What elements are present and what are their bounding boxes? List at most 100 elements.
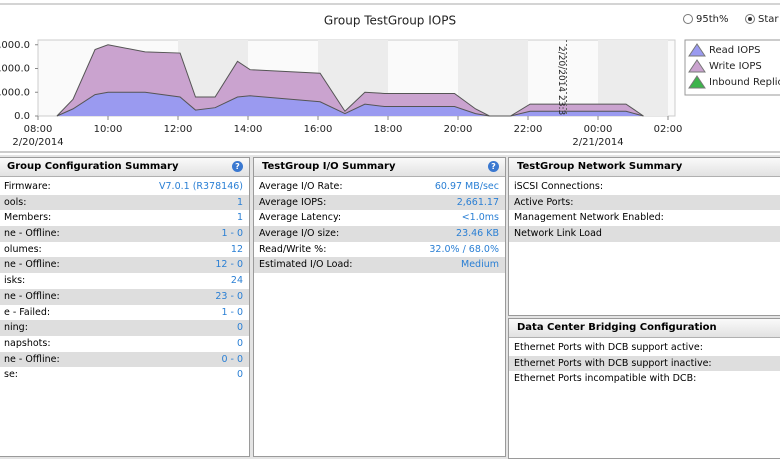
panel-title: Data Center Bridging Configuration: [509, 319, 780, 338]
radio-label: 95th%: [696, 14, 729, 25]
row: ne - Offline: 12 - 0: [0, 257, 249, 274]
row: iSCSI Connections:: [509, 179, 780, 195]
marker-label: 2/20/2014 23:3: [556, 46, 566, 115]
panel: TestGroup Network Summary iSCSI Connectio…: [508, 157, 780, 316]
row: se: 0: [0, 367, 249, 383]
area: [56, 44, 644, 117]
row-value: 0: [236, 322, 243, 334]
row-value: 32.0% / 68.0%: [429, 243, 499, 255]
x-tick-label: 12:00: [164, 124, 193, 135]
help-icon[interactable]: ?: [488, 161, 499, 172]
row-label: ne - Offline:: [4, 290, 60, 302]
row: ne - Offline: 0 - 0: [0, 351, 249, 368]
panel-body: Ethernet Ports with DCB support active: E…: [509, 338, 780, 387]
row: Ethernet Ports incompatible with DCB:: [509, 371, 780, 387]
y-tick-label: ,000.0: [0, 40, 30, 51]
row: Members: 1: [0, 210, 249, 226]
chart-title: Group TestGroup IOPS: [324, 14, 456, 28]
row: ne - Offline: 23 - 0: [0, 288, 249, 305]
row-value: V7.0.1 (R378146): [159, 181, 243, 192]
row-label: Management Network Enabled:: [514, 212, 664, 224]
panel-title: Group Configuration Summary?: [0, 158, 249, 177]
row-value: <1.0ms: [461, 212, 499, 224]
radio[interactable]: [683, 14, 693, 24]
panel-title: TestGroup Network Summary: [509, 158, 780, 177]
panel: Group Configuration Summary? Firmware: V7.…: [0, 157, 250, 457]
row: Estimated I/O Load: Medium: [254, 257, 505, 274]
row-value: 23.46 KB: [456, 228, 499, 240]
row-value: 2,661.17: [456, 196, 499, 208]
radio-label: Star: [758, 14, 779, 25]
row: Firmware: V7.0.1 (R378146): [0, 179, 249, 195]
row: napshots: 0: [0, 336, 249, 352]
row: ning: 0: [0, 320, 249, 336]
row-label: ne - Offline:: [4, 353, 60, 365]
row: ne - Offline: 1 - 0: [0, 226, 249, 242]
legend-icon: [688, 43, 706, 57]
panel-title-text: TestGroup I/O Summary: [262, 161, 396, 172]
row-label: Average I/O size:: [259, 228, 340, 240]
panel-title-text: Data Center Bridging Configuration: [517, 322, 717, 333]
row: Network Link Load: [509, 226, 780, 242]
row-label: Active Ports:: [514, 196, 574, 208]
row-label: Average IOPS:: [259, 196, 327, 208]
help-icon[interactable]: ?: [232, 161, 243, 172]
panel-body: Average I/O Rate: 60.97 MB/sec Average IOP…: [254, 177, 505, 274]
x-tick-label: 10:00: [94, 124, 123, 135]
row-value: 12: [230, 243, 243, 255]
x-tick-label: 08:00: [24, 124, 53, 135]
row-value: 23 - 0: [215, 290, 243, 302]
row: e - Failed: 1 - 0: [0, 305, 249, 321]
area: [56, 92, 644, 116]
row: Ethernet Ports with DCB support inactive…: [509, 355, 780, 372]
row: Average I/O size: 23.46 KB: [254, 226, 505, 242]
y-tick-label: 0.0: [14, 111, 30, 122]
row-label: se:: [4, 369, 18, 381]
row: Read/Write %: 32.0% / 68.0%: [254, 242, 505, 258]
x-tick-label: 18:00: [374, 124, 403, 135]
row-label: ning:: [4, 322, 28, 334]
x-tick-label: 20:00: [444, 124, 473, 135]
row-value: 24: [230, 275, 243, 287]
row-label: Network Link Load: [514, 228, 602, 240]
row-value: Medium: [461, 259, 499, 271]
x-tick-label: 16:00: [304, 124, 333, 135]
row-label: Average Latency:: [259, 212, 342, 224]
row-label: e - Failed:: [4, 306, 51, 318]
legend-icon: [688, 59, 706, 73]
row-label: Average I/O Rate:: [259, 181, 343, 192]
row-label: Firmware:: [4, 181, 51, 192]
row-value: 1: [236, 212, 243, 224]
row-label: Members:: [4, 212, 52, 224]
x-tick-label: 14:00: [234, 124, 263, 135]
legend-icon: [688, 75, 706, 89]
panel: TestGroup I/O Summary? Average I/O Rate: 6…: [253, 157, 506, 457]
panel-body: iSCSI Connections: Active Ports: Managemen…: [509, 177, 780, 242]
row: Average Latency: <1.0ms: [254, 210, 505, 226]
row: ools: 1: [0, 194, 249, 211]
legend-label: Inbound Replica: [709, 77, 780, 88]
row-label: Estimated I/O Load:: [259, 259, 353, 271]
x-date-label: 2/21/2014: [572, 137, 623, 148]
x-tick-label: 00:00: [584, 124, 613, 135]
row: Average I/O Rate: 60.97 MB/sec: [254, 179, 505, 195]
row: isks: 24: [0, 273, 249, 289]
legend-label: Read IOPS: [709, 45, 761, 56]
band: [458, 40, 528, 116]
band: [598, 40, 668, 116]
radio-dot: [748, 17, 752, 21]
x-date-label: 2/20/2014: [12, 137, 63, 148]
row-label: Ethernet Ports with DCB support active:: [514, 342, 703, 353]
panel: Data Center Bridging Configuration Ethern…: [508, 318, 780, 459]
row-label: ne - Offline:: [4, 228, 60, 240]
legend-label: Write IOPS: [709, 61, 762, 72]
panel-title: TestGroup I/O Summary?: [254, 158, 505, 177]
row: Ethernet Ports with DCB support active:: [509, 340, 780, 356]
row-value: 0: [236, 337, 243, 349]
row-label: Read/Write %:: [259, 243, 327, 255]
row-value: 1: [236, 196, 243, 208]
row-value: 1 - 0: [221, 306, 243, 318]
row-value: 0 - 0: [221, 353, 243, 365]
x-tick-label: 02:00: [654, 124, 683, 135]
row-value: 60.97 MB/sec: [434, 181, 499, 192]
